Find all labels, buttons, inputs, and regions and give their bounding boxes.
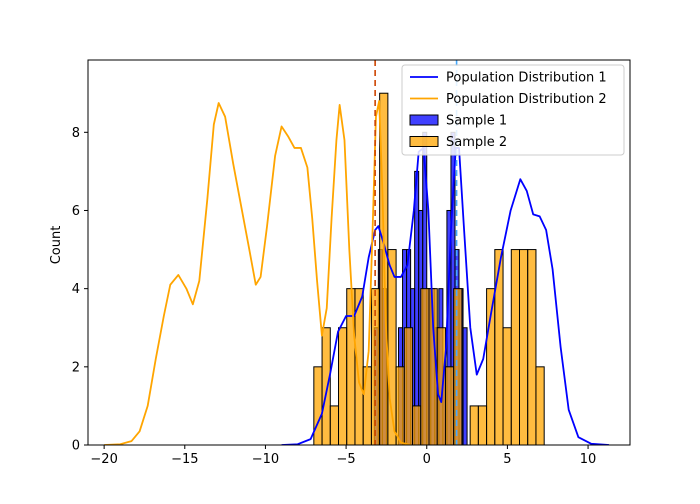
histogram-bar <box>535 366 545 445</box>
histogram-bar <box>329 405 340 445</box>
histogram-bar <box>462 327 468 445</box>
legend-patch-swatch <box>409 136 439 147</box>
y-tick-label: 4 <box>72 282 80 297</box>
y-axis-label: Count <box>49 226 64 265</box>
histogram-bar <box>313 366 323 445</box>
histogram-bar <box>414 170 420 445</box>
histogram-bar <box>436 327 446 445</box>
legend-patch-swatch <box>409 114 439 126</box>
histogram-bar <box>444 366 455 445</box>
histogram-bar <box>362 366 372 445</box>
histogram-bar <box>420 288 430 445</box>
histogram-bar <box>412 405 422 445</box>
histogram-bar <box>395 366 405 445</box>
legend-box <box>401 64 625 156</box>
histogram-bar <box>338 327 348 445</box>
kde-line-population-distribution-1 <box>281 147 610 445</box>
plot-area <box>104 60 610 445</box>
histogram-bar <box>403 327 414 445</box>
histogram-bar <box>321 327 331 445</box>
histogram-bar <box>494 249 504 445</box>
histogram-bar <box>477 405 488 445</box>
y-tick-label: 8 <box>72 126 80 141</box>
legend-label: Population Distribution 2 <box>446 92 607 107</box>
axes-frame <box>87 59 631 446</box>
histogram-bar <box>527 249 537 445</box>
legend-label: Sample 2 <box>446 135 507 150</box>
x-tick-label: −20 <box>90 452 117 467</box>
legend-label: Population Distribution 1 <box>446 71 607 86</box>
histogram-bar <box>453 288 463 445</box>
x-tick-label: −10 <box>252 452 279 467</box>
y-tick-label: 6 <box>72 204 80 219</box>
kde-line-population-distribution-2 <box>104 100 411 445</box>
legend-label: Sample 1 <box>446 114 507 129</box>
legend: Population Distribution 1 Population Dist… <box>401 64 625 156</box>
x-tick-label: 5 <box>503 452 511 467</box>
histogram-bar <box>469 405 479 445</box>
y-tick-label: 2 <box>72 360 80 375</box>
y-tick-label: 0 <box>72 439 80 454</box>
x-tick-label: −15 <box>171 452 198 467</box>
x-tick-label: −5 <box>337 452 356 467</box>
axes: −20 −15 −10 −5 0 5 10 0 2 4 6 8 <box>72 59 631 467</box>
x-tick-label: 10 <box>580 452 597 467</box>
histogram-bar <box>519 249 529 445</box>
histogram-bar <box>510 249 521 445</box>
histogram-bar <box>502 327 512 445</box>
x-tick-label: 0 <box>423 452 431 467</box>
